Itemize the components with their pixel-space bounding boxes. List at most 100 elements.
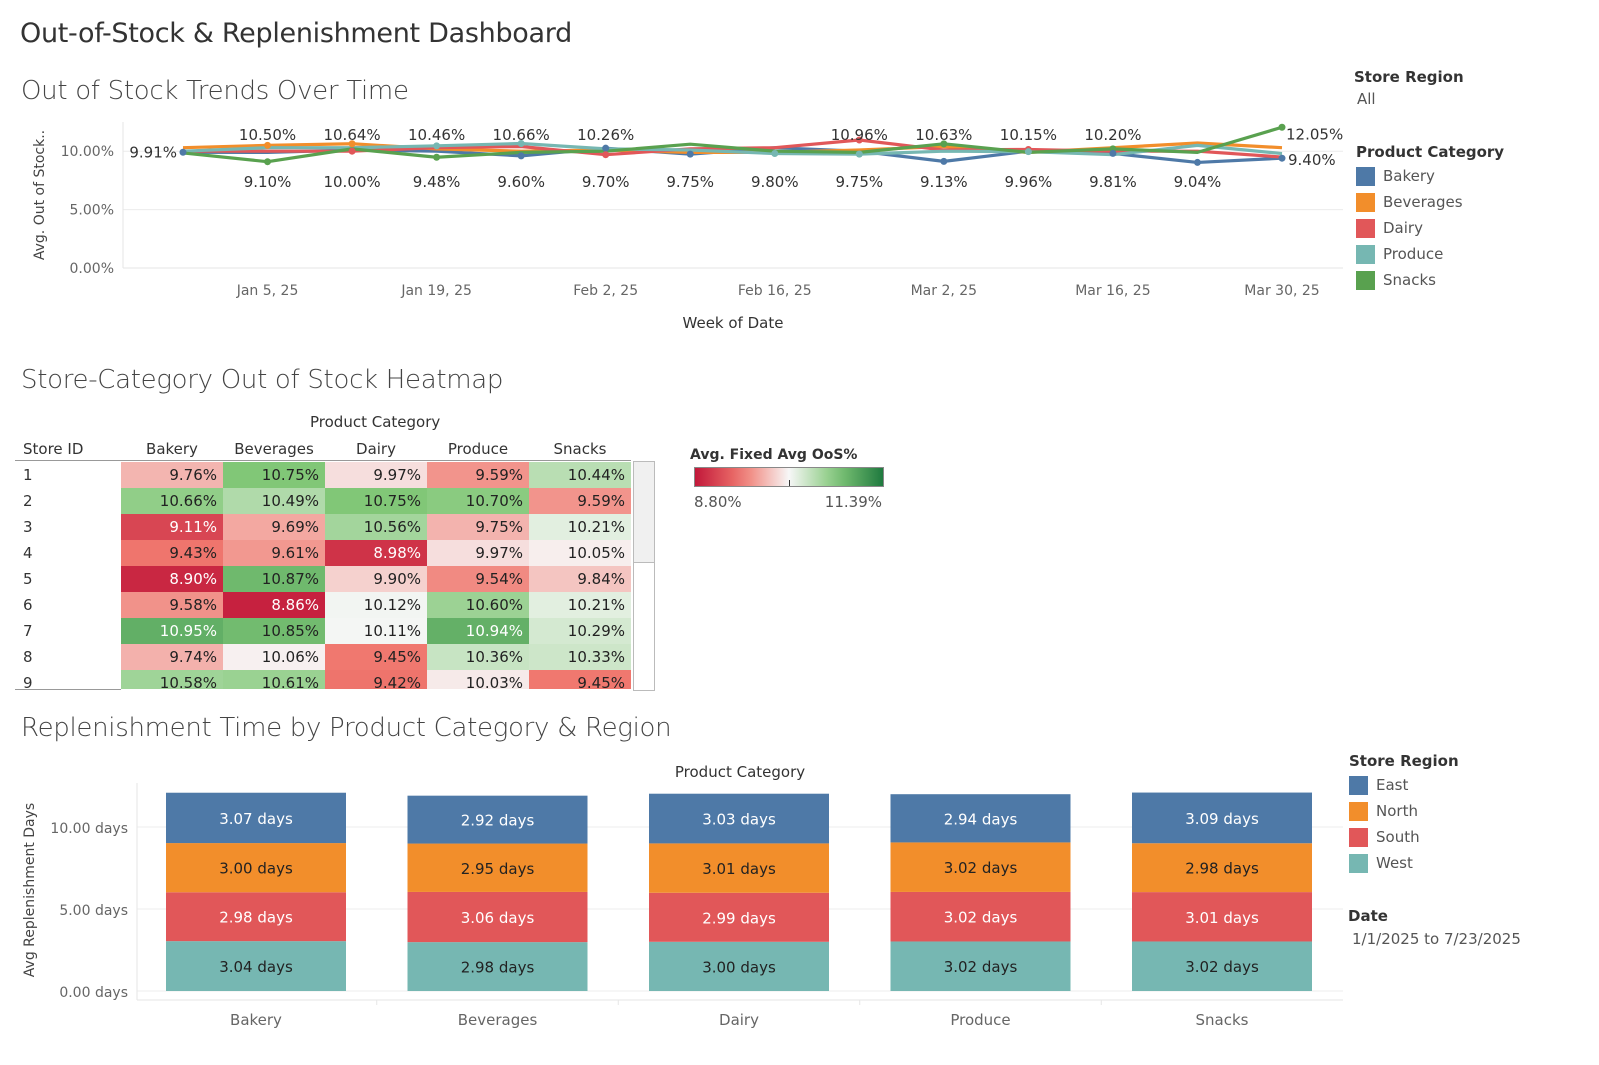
heatmap-cell[interactable]: 8.90%: [121, 566, 223, 592]
heatmap-cell[interactable]: 10.75%: [325, 488, 427, 514]
heatmap-scroll-thumb[interactable]: [634, 462, 654, 563]
line-point-bakery[interactable]: [940, 157, 948, 165]
heatmap-cell[interactable]: 10.56%: [325, 514, 427, 540]
bar-segment-bakery-west[interactable]: [166, 941, 346, 991]
heatmap-cell[interactable]: 9.59%: [529, 488, 631, 514]
heatmap-cell[interactable]: 9.54%: [427, 566, 529, 592]
heatmap-cell[interactable]: 10.60%: [427, 592, 529, 618]
out-of-stock-line-chart[interactable]: 10.00% 5.00% 0.00% Avg. Out of Stock.. Jan 5…: [0, 110, 1345, 340]
line-point-produce[interactable]: [855, 150, 863, 158]
bar-segment-dairy-east[interactable]: [649, 793, 829, 844]
bar-segment-snacks-north[interactable]: [1132, 843, 1312, 893]
bar-segment-beverages-east[interactable]: [407, 795, 588, 844]
heatmap-cell[interactable]: 10.70%: [427, 488, 529, 514]
heatmap-grid[interactable]: 1 9.76% 10.75% 9.97% 9.59% 10.44% 2 10.66% 10.49…: [15, 462, 632, 689]
heatmap-cell[interactable]: 10.85%: [223, 618, 325, 644]
line-point-snacks[interactable]: [433, 153, 441, 161]
store-region-filter[interactable]: Store Region All: [1354, 68, 1464, 108]
line-point-produce[interactable]: [1024, 148, 1032, 156]
heatmap-cell[interactable]: 8.98%: [325, 540, 427, 566]
heatmap-cell[interactable]: 10.05%: [529, 540, 631, 566]
heatmap-cell[interactable]: 10.61%: [223, 670, 325, 689]
bar-segment-beverages-south[interactable]: [407, 891, 588, 943]
heatmap-cell[interactable]: 9.61%: [223, 540, 325, 566]
heatmap-cell[interactable]: 10.95%: [121, 618, 223, 644]
bar-segment-dairy-north[interactable]: [649, 843, 829, 893]
heatmap-cell[interactable]: 9.42%: [325, 670, 427, 689]
bar-segment-snacks-south[interactable]: [1132, 892, 1312, 942]
bar-segment-snacks-east[interactable]: [1132, 792, 1312, 844]
heatmap-cell[interactable]: 10.75%: [223, 462, 325, 488]
heatmap-cell[interactable]: 10.29%: [529, 618, 631, 644]
line-point-bakery[interactable]: [1278, 154, 1286, 162]
bar-segment-bakery-east[interactable]: [166, 792, 346, 844]
bar-segment-snacks-west[interactable]: [1132, 941, 1312, 991]
heatmap-cell[interactable]: 10.44%: [529, 462, 631, 488]
bar-segment-produce-south[interactable]: [890, 891, 1071, 942]
bar-segment-produce-east[interactable]: [890, 794, 1071, 843]
heatmap-cell[interactable]: 10.03%: [427, 670, 529, 689]
bar-segment-bakery-south[interactable]: [166, 892, 346, 942]
line-series-produce[interactable]: [182, 141, 1283, 157]
heatmap-cell[interactable]: 9.69%: [223, 514, 325, 540]
line-point-dairy[interactable]: [348, 147, 356, 155]
line-point-bakery[interactable]: [1109, 149, 1117, 157]
heatmap-cell[interactable]: 10.21%: [529, 592, 631, 618]
line-point-produce[interactable]: [433, 142, 441, 150]
region-legend-item-east[interactable]: East: [1349, 772, 1459, 798]
heatmap-cell[interactable]: 9.97%: [427, 540, 529, 566]
bar-segment-produce-west[interactable]: [890, 941, 1071, 991]
category-legend-item-beverages[interactable]: Beverages: [1356, 189, 1504, 215]
date-filter-value[interactable]: 1/1/2025 to 7/23/2025: [1352, 930, 1521, 948]
heatmap-cell[interactable]: 10.58%: [121, 670, 223, 689]
heatmap-scrollbar[interactable]: [633, 461, 655, 691]
heatmap-cell[interactable]: 9.97%: [325, 462, 427, 488]
heatmap-cell[interactable]: 9.59%: [427, 462, 529, 488]
heatmap-cell[interactable]: 10.49%: [223, 488, 325, 514]
heatmap-cell[interactable]: 10.11%: [325, 618, 427, 644]
line-point-dairy[interactable]: [602, 151, 610, 159]
line-point-snacks[interactable]: [264, 158, 272, 166]
bar-segment-bakery-north[interactable]: [166, 843, 346, 893]
bar-segment-produce-north[interactable]: [890, 842, 1071, 892]
heatmap-cell[interactable]: 10.66%: [121, 488, 223, 514]
line-point-produce[interactable]: [517, 139, 525, 147]
heatmap-cell[interactable]: 10.06%: [223, 644, 325, 670]
replenishment-stacked-bar-chart[interactable]: Product Category 10.00 days 5.00 days 0.00 …: [0, 755, 1345, 1045]
category-legend-item-dairy[interactable]: Dairy: [1356, 215, 1504, 241]
heatmap-cell[interactable]: 9.11%: [121, 514, 223, 540]
heatmap-cell[interactable]: 9.45%: [325, 644, 427, 670]
line-point-snacks[interactable]: [940, 140, 948, 148]
line-point-bakery[interactable]: [1193, 158, 1201, 166]
heatmap-cell[interactable]: 9.76%: [121, 462, 223, 488]
heatmap-cell[interactable]: 9.75%: [427, 514, 529, 540]
heatmap-cell[interactable]: 9.43%: [121, 540, 223, 566]
bar-segment-beverages-west[interactable]: [407, 942, 588, 991]
line-point-bakery[interactable]: [602, 144, 610, 152]
line-point-snacks[interactable]: [1278, 123, 1286, 131]
bar-segment-dairy-south[interactable]: [649, 892, 829, 942]
heatmap-cell[interactable]: 8.86%: [223, 592, 325, 618]
bar-segment-dairy-west[interactable]: [649, 941, 829, 991]
heatmap-cell[interactable]: 10.21%: [529, 514, 631, 540]
bar-segment-beverages-north[interactable]: [407, 843, 588, 892]
heatmap-cell[interactable]: 9.58%: [121, 592, 223, 618]
line-point-beverages[interactable]: [348, 140, 356, 148]
heatmap-cell[interactable]: 10.33%: [529, 644, 631, 670]
region-legend-item-north[interactable]: North: [1349, 798, 1459, 824]
heatmap-cell[interactable]: 9.74%: [121, 644, 223, 670]
line-point-bakery[interactable]: [517, 152, 525, 160]
heatmap-cell[interactable]: 9.45%: [529, 670, 631, 689]
heatmap-cell[interactable]: 10.36%: [427, 644, 529, 670]
line-series-snacks[interactable]: [182, 125, 1283, 164]
category-legend-item-bakery[interactable]: Bakery: [1356, 163, 1504, 189]
heatmap-cell[interactable]: 10.94%: [427, 618, 529, 644]
line-point-bakery[interactable]: [179, 148, 187, 156]
region-legend-item-west[interactable]: West: [1349, 850, 1459, 876]
date-filter[interactable]: Date 1/1/2025 to 7/23/2025: [1348, 907, 1521, 948]
store-region-filter-value[interactable]: All: [1357, 90, 1376, 108]
region-legend-item-south[interactable]: South: [1349, 824, 1459, 850]
line-point-beverages[interactable]: [264, 141, 272, 149]
line-point-dairy[interactable]: [855, 136, 863, 144]
heatmap-cell[interactable]: 9.90%: [325, 566, 427, 592]
